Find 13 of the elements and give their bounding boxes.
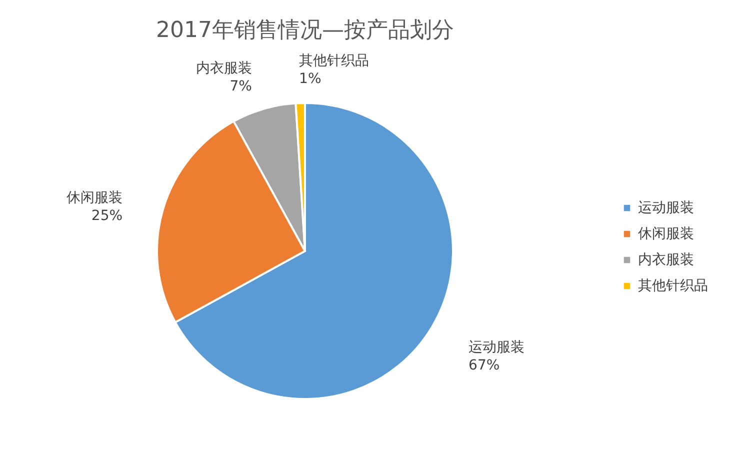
chart-title: 2017年销售情况—按产品划分 — [156, 18, 454, 43]
slice-label: 运动服装 — [468, 340, 525, 356]
slice-label: 其他针织品 — [299, 53, 370, 70]
data-label: 67% — [468, 358, 500, 374]
data-label: 7% — [230, 78, 252, 95]
legend-label: 休闲服装 — [638, 226, 694, 242]
legend-label: 内衣服装 — [638, 252, 694, 268]
slice-label: 内衣服装 — [196, 60, 252, 77]
slice-label: 休闲服装 — [66, 190, 123, 206]
data-label: 25% — [91, 208, 123, 224]
legend-label: 运动服装 — [638, 200, 694, 216]
data-label: 1% — [299, 71, 322, 88]
legend-label: 其他针织品 — [638, 278, 708, 294]
